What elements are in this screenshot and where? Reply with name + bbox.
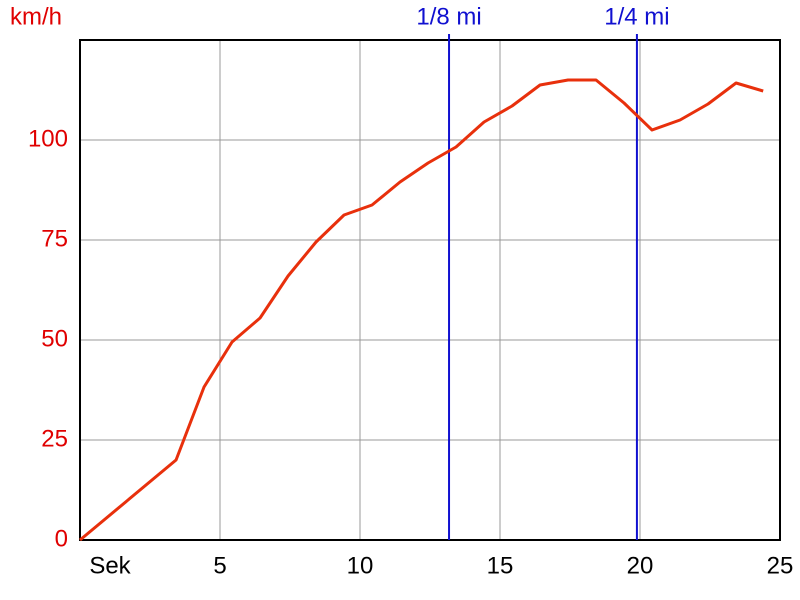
x-tick-label: 10 (347, 552, 374, 579)
x-tick-label: Sek (89, 552, 131, 579)
y-tick-label: 75 (41, 225, 68, 252)
y-tick-label: 50 (41, 325, 68, 352)
x-tick-label: 5 (213, 552, 226, 579)
y-tick-label: 25 (41, 425, 68, 452)
y-tick-label: 0 (55, 525, 68, 552)
distance-marker-label: 1/8 mi (416, 3, 481, 30)
speed-line (79, 78, 764, 542)
y-tick-label: 100 (28, 125, 68, 152)
y-axis-label: km/h (10, 3, 62, 30)
plot-frame (79, 39, 781, 541)
distance-marker-label: 1/4 mi (604, 3, 669, 30)
x-tick-label: 20 (627, 552, 654, 579)
x-tick-label: 15 (487, 552, 514, 579)
x-tick-label: 25 (767, 552, 794, 579)
